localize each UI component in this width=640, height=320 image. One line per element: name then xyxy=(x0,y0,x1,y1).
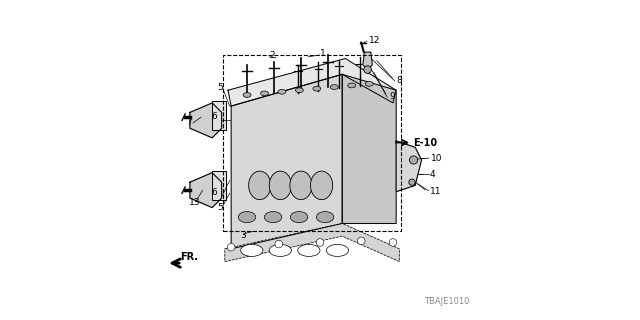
Polygon shape xyxy=(231,74,342,249)
Text: 4: 4 xyxy=(429,170,435,179)
Polygon shape xyxy=(190,103,221,138)
Polygon shape xyxy=(225,223,399,261)
Text: 7: 7 xyxy=(186,118,192,127)
Text: E-10: E-10 xyxy=(413,138,438,148)
Text: TBAJE1010: TBAJE1010 xyxy=(424,297,469,306)
Text: 8: 8 xyxy=(397,76,403,85)
Text: 6: 6 xyxy=(211,112,217,121)
Text: 1: 1 xyxy=(320,49,326,58)
Polygon shape xyxy=(342,74,396,223)
Text: 5: 5 xyxy=(217,83,223,92)
Ellipse shape xyxy=(310,171,333,200)
Text: FR.: FR. xyxy=(180,252,198,261)
Ellipse shape xyxy=(330,85,339,89)
Polygon shape xyxy=(396,141,422,192)
Circle shape xyxy=(389,239,397,246)
Ellipse shape xyxy=(365,82,373,86)
Ellipse shape xyxy=(264,212,282,223)
Circle shape xyxy=(409,179,415,185)
Bar xyxy=(211,101,226,130)
Bar xyxy=(223,55,401,231)
Circle shape xyxy=(275,240,283,248)
Ellipse shape xyxy=(241,244,263,256)
Bar xyxy=(211,171,226,200)
Text: 13: 13 xyxy=(189,198,201,207)
Text: 12: 12 xyxy=(369,36,381,45)
Ellipse shape xyxy=(248,171,271,200)
Ellipse shape xyxy=(348,83,356,88)
Text: 3: 3 xyxy=(240,231,246,240)
Polygon shape xyxy=(363,52,372,68)
Ellipse shape xyxy=(290,171,312,200)
Ellipse shape xyxy=(296,88,303,92)
Ellipse shape xyxy=(298,244,320,256)
Text: 9: 9 xyxy=(390,92,396,101)
Text: 10: 10 xyxy=(431,154,442,163)
Circle shape xyxy=(227,244,235,251)
Ellipse shape xyxy=(260,91,268,96)
Text: 6: 6 xyxy=(211,188,217,197)
Text: 2: 2 xyxy=(269,52,275,60)
Ellipse shape xyxy=(243,92,251,97)
Ellipse shape xyxy=(326,244,349,256)
Circle shape xyxy=(316,239,324,246)
Ellipse shape xyxy=(238,212,256,223)
Circle shape xyxy=(410,156,418,164)
Polygon shape xyxy=(190,173,221,208)
Ellipse shape xyxy=(269,244,291,256)
Ellipse shape xyxy=(278,89,286,94)
Ellipse shape xyxy=(269,171,291,200)
Ellipse shape xyxy=(316,212,334,223)
Circle shape xyxy=(364,66,371,73)
Circle shape xyxy=(357,237,365,245)
Ellipse shape xyxy=(291,212,308,223)
Text: 5: 5 xyxy=(217,203,223,212)
Polygon shape xyxy=(228,59,396,106)
Ellipse shape xyxy=(313,86,321,91)
Text: 11: 11 xyxy=(430,187,442,196)
